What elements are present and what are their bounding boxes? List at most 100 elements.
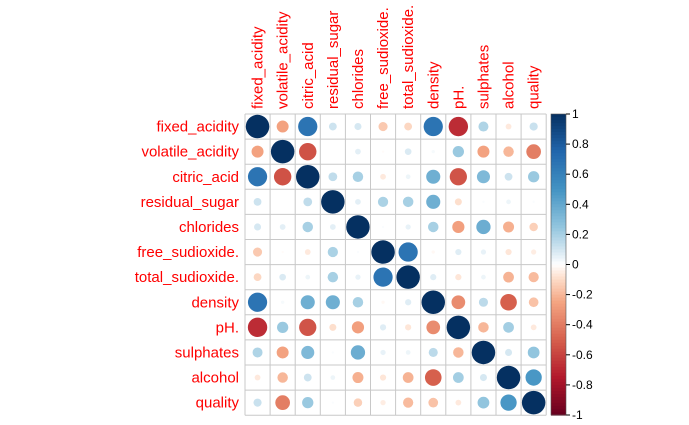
correlation-circle-10-4 (352, 372, 364, 384)
correlation-circle-4-10 (503, 221, 515, 233)
correlation-circle-8-11 (530, 324, 537, 331)
colorbar-segment (551, 282, 566, 287)
correlation-circle-5-5 (371, 240, 395, 264)
correlation-circle-0-6 (404, 122, 413, 131)
correlation-circle-5-8 (455, 248, 462, 256)
colorbar-segment (551, 147, 566, 151)
colorbar-segment (551, 381, 566, 386)
colorbar-segment (551, 156, 566, 160)
correlation-circle-11-11 (521, 390, 546, 415)
colorbar-segment (551, 135, 566, 139)
correlation-circle-4-11 (529, 222, 538, 232)
correlation-circle-7-10 (500, 293, 517, 311)
colorbar-segment (551, 360, 566, 365)
colorbar-segment (551, 264, 566, 269)
correlation-circle-4-2 (302, 221, 313, 233)
colorbar-segment (551, 375, 566, 380)
row-labels: fixed_acidity volatile_acidity citric_acid… (135, 119, 240, 412)
colorbar-tick-label-4: 0.2 (572, 227, 589, 241)
colorbar-segment (551, 231, 566, 235)
correlation-circle-5-0 (252, 247, 263, 257)
colorbar-tick-label-0: 1 (572, 107, 579, 121)
colorbar-segment (551, 363, 566, 368)
colorbar-segment (551, 138, 566, 142)
correlation-circle-10-1 (277, 372, 288, 383)
colorbar-segment (551, 126, 566, 130)
correlation-circle-4-0 (254, 223, 262, 231)
colorbar-segment (551, 402, 566, 407)
colorbar-segment (551, 198, 566, 202)
column-label-0: fixed_acidity (250, 26, 267, 109)
correlation-circle-5-10 (505, 248, 512, 256)
colorbar-segment (551, 351, 566, 356)
colorbar-tick-label-3: 0.4 (572, 197, 589, 211)
colorbar-segment (551, 165, 566, 169)
correlation-circle-5-4 (356, 250, 360, 254)
correlation-circle-4-7 (428, 221, 439, 233)
correlation-circle-10-8 (452, 372, 464, 383)
correlation-circle-1-7 (431, 149, 435, 154)
colorbar-segment (551, 321, 566, 326)
correlation-circle-2-2 (296, 165, 320, 189)
correlation-circle-10-10 (496, 365, 521, 390)
colorbar-segment (551, 222, 566, 226)
correlation-circle-3-3 (321, 190, 345, 214)
correlation-circle-10-7 (424, 369, 442, 386)
colorbar-segment (551, 132, 566, 136)
correlation-circle-2-11 (528, 171, 540, 183)
correlation-circle-7-3 (325, 295, 340, 310)
correlation-circle-2-6 (405, 174, 411, 180)
correlation-circle-7-9 (478, 297, 489, 307)
correlation-circle-11-1 (275, 395, 290, 410)
colorbar-segment (551, 252, 566, 257)
colorbar-segment (551, 261, 566, 266)
column-label-4: chlorides (350, 49, 367, 109)
correlation-circle-1-2 (299, 142, 317, 161)
correlation-circle-0-3 (328, 122, 337, 131)
correlation-circle-9-11 (527, 346, 540, 359)
colorbar-tick-label-1: 0.8 (572, 137, 589, 151)
colorbar-segment (551, 234, 566, 239)
colorbar-segment (551, 219, 566, 223)
column-label-3: residual_sugar (325, 11, 342, 109)
colorbar-segment (551, 207, 566, 211)
correlation-circle-8-0 (247, 317, 268, 338)
correlation-circle-1-8 (452, 146, 464, 158)
correlation-circle-6-0 (253, 273, 262, 282)
colorbar-segment (551, 189, 566, 193)
column-label-11: quality (526, 65, 543, 109)
correlation-circle-2-9 (476, 170, 490, 184)
colorbar-segment (551, 348, 566, 353)
correlation-circle-11-10 (500, 394, 517, 411)
correlation-circle-2-4 (352, 171, 364, 182)
correlation-circle-9-5 (380, 349, 386, 356)
colorbar-segment (551, 312, 566, 317)
colorbar-segment (551, 129, 566, 133)
colorbar-segment (551, 294, 566, 299)
colorbar-segment (551, 408, 566, 413)
correlation-circle-0-0 (245, 114, 270, 139)
correlation-circle-1-5 (381, 150, 385, 153)
colorbar-segment (551, 273, 566, 278)
column-label-8: pH. (450, 86, 467, 109)
correlation-circle-8-6 (405, 324, 412, 331)
correlation-circle-6-5 (373, 267, 393, 287)
colorbar-legend: 1 0.8 0.6 0.4 0.2 0 -0.2 -0.4 -0.6 -0.8 -1 (550, 107, 593, 422)
colorbar-segment (551, 396, 566, 401)
colorbar-segment (551, 285, 566, 290)
correlation-circle-0-7 (423, 116, 443, 137)
correlation-circle-10-9 (479, 374, 487, 382)
column-label-1: volatile_acidity (275, 11, 292, 109)
colorbar-segment (551, 213, 566, 217)
correlation-circle-5-9 (480, 249, 487, 255)
colorbar-segment (551, 225, 566, 229)
colorbar-segment (551, 372, 566, 377)
correlation-circle-3-4 (355, 198, 361, 205)
correlation-circle-7-11 (528, 297, 539, 308)
colorbar-segment (551, 246, 566, 251)
correlation-circle-3-11 (532, 200, 535, 204)
correlation-circle-1-9 (477, 145, 490, 158)
correlation-circle-8-7 (426, 320, 441, 335)
correlation-circle-9-7 (428, 347, 438, 358)
colorbar-segment (551, 117, 566, 121)
